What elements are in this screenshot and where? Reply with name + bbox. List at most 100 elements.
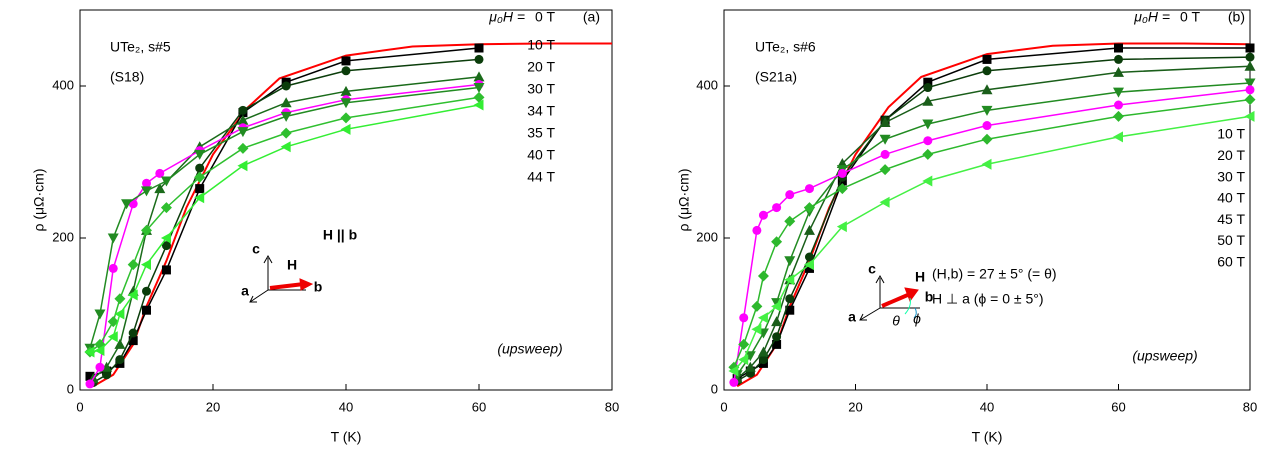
marker (237, 160, 248, 172)
marker (1113, 110, 1124, 122)
marker (195, 184, 205, 194)
marker (474, 54, 484, 64)
x-tick-label: 20 (848, 399, 862, 414)
marker (142, 286, 151, 296)
marker (84, 346, 95, 358)
marker (160, 176, 172, 187)
marker (803, 259, 814, 271)
marker (785, 294, 795, 304)
marker (94, 344, 105, 356)
marker (923, 83, 933, 93)
marker (804, 252, 814, 262)
annotation: a (241, 283, 249, 299)
marker (161, 265, 171, 275)
series-line (736, 47, 1250, 380)
marker (1244, 94, 1256, 106)
x-axis-label: T (K) (331, 429, 362, 445)
marker (194, 149, 206, 160)
marker (127, 289, 138, 301)
marker (728, 365, 739, 377)
annotation: (a) (583, 9, 600, 25)
axes-diagram-a (249, 254, 314, 303)
annotation: (upsweep) (497, 341, 562, 357)
marker (194, 171, 206, 183)
marker (981, 133, 993, 145)
marker (280, 141, 291, 153)
marker (473, 99, 484, 111)
annotation: H ⊥ a (ϕ = 0 ± 5°) (932, 291, 1044, 307)
x-tick-label: 0 (720, 399, 727, 414)
x-tick-label: 0 (76, 399, 83, 414)
legend-entry: 10 T (1217, 126, 1245, 142)
marker (160, 202, 172, 214)
marker (757, 346, 769, 357)
marker (757, 270, 769, 282)
marker (784, 256, 796, 267)
marker (836, 183, 848, 195)
marker (784, 215, 796, 227)
legend-entry: 45 T (1217, 211, 1245, 227)
marker (785, 305, 795, 315)
marker (744, 351, 756, 362)
marker (141, 224, 152, 236)
marker (880, 149, 890, 159)
legend-title: μ₀H = (488, 9, 525, 25)
marker (94, 309, 106, 320)
marker (142, 305, 151, 315)
marker (107, 331, 118, 343)
axes-diagram-b (859, 274, 920, 321)
marker (922, 175, 933, 187)
marker (804, 184, 814, 194)
legend-entry: 44 T (527, 169, 555, 185)
marker (751, 323, 762, 335)
annotation: H (287, 257, 297, 273)
annotation: c (868, 261, 876, 277)
marker (982, 54, 992, 64)
series-line (733, 89, 1251, 383)
marker (280, 97, 292, 108)
marker (744, 361, 756, 372)
y-tick-label: 0 (711, 381, 718, 396)
annotation: UTe₂, s#6 (755, 39, 816, 55)
marker (161, 241, 171, 251)
series-line (89, 47, 480, 378)
legend-entry: 60 T (1217, 254, 1245, 270)
marker (1244, 60, 1256, 71)
marker (879, 134, 891, 145)
marker (107, 233, 119, 244)
marker (473, 83, 485, 94)
marker (1114, 54, 1123, 64)
marker (922, 95, 934, 106)
marker (340, 85, 352, 96)
marker (280, 111, 292, 122)
marker (752, 225, 762, 235)
series-line (89, 104, 480, 353)
marker (982, 121, 992, 131)
marker (121, 199, 133, 210)
x-tick-label: 80 (605, 399, 619, 414)
marker (237, 127, 249, 138)
x-tick-label: 40 (980, 399, 994, 414)
marker (772, 332, 782, 342)
annotation: (S21a) (755, 69, 797, 85)
marker (738, 338, 750, 350)
x-axis-label: T (K) (972, 429, 1003, 445)
marker (238, 105, 248, 115)
marker (114, 308, 125, 320)
marker (341, 56, 351, 66)
marker (923, 77, 933, 87)
marker (474, 43, 484, 53)
marker (922, 148, 934, 160)
marker (102, 370, 112, 380)
marker (1244, 110, 1255, 122)
legend-entry: 40 T (527, 147, 555, 163)
marker (194, 192, 205, 204)
legend-entry: 20 T (527, 59, 555, 75)
annotation: b (314, 279, 323, 295)
marker (114, 338, 126, 349)
series-line (92, 76, 480, 380)
marker (341, 66, 351, 76)
marker (981, 105, 993, 116)
marker (772, 203, 782, 213)
marker (237, 142, 249, 154)
